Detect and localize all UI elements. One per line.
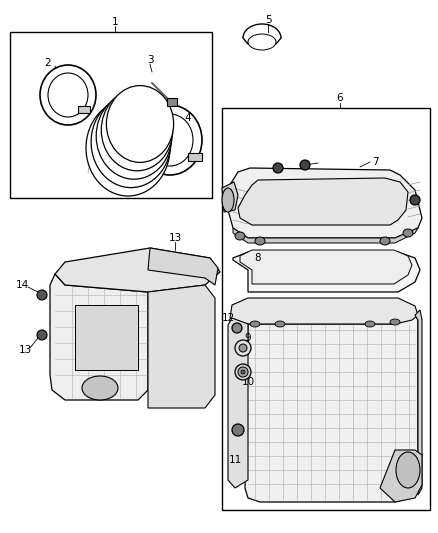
Text: 11: 11 (228, 455, 242, 465)
Polygon shape (233, 228, 418, 243)
Polygon shape (50, 274, 148, 400)
Polygon shape (148, 285, 215, 408)
Bar (78, 106, 90, 113)
Ellipse shape (248, 34, 276, 50)
Ellipse shape (106, 86, 173, 163)
Ellipse shape (239, 344, 247, 352)
Text: 2: 2 (45, 58, 51, 68)
Ellipse shape (37, 290, 47, 300)
Polygon shape (245, 315, 418, 502)
Text: 13: 13 (18, 345, 32, 355)
Bar (222, 108, 430, 510)
Ellipse shape (96, 93, 172, 179)
Text: 4: 4 (185, 113, 191, 123)
Ellipse shape (250, 321, 260, 327)
Ellipse shape (101, 89, 173, 171)
Polygon shape (238, 178, 408, 225)
Ellipse shape (410, 195, 420, 205)
Text: 3: 3 (147, 55, 153, 65)
Polygon shape (228, 318, 248, 488)
Ellipse shape (40, 65, 96, 125)
Polygon shape (240, 250, 412, 284)
Polygon shape (148, 248, 218, 285)
Text: 1: 1 (112, 17, 118, 27)
Text: 7: 7 (372, 157, 378, 167)
Ellipse shape (37, 330, 47, 340)
Polygon shape (240, 250, 412, 284)
Polygon shape (228, 168, 422, 238)
Ellipse shape (91, 96, 171, 188)
Polygon shape (415, 310, 422, 495)
Text: 12: 12 (221, 313, 235, 323)
Ellipse shape (235, 232, 245, 240)
Ellipse shape (222, 188, 234, 212)
Ellipse shape (235, 340, 251, 356)
Ellipse shape (255, 237, 265, 245)
Ellipse shape (138, 105, 202, 175)
Ellipse shape (300, 160, 310, 170)
Ellipse shape (48, 73, 88, 117)
Text: 13: 13 (206, 267, 219, 277)
Bar (10, 32, 212, 198)
Ellipse shape (273, 163, 283, 173)
Text: 13: 13 (168, 233, 182, 243)
Ellipse shape (232, 424, 244, 436)
Text: 14: 14 (15, 280, 28, 290)
Polygon shape (380, 450, 422, 502)
Ellipse shape (390, 319, 400, 325)
Bar (167, 98, 177, 106)
Ellipse shape (380, 237, 390, 245)
Ellipse shape (396, 452, 420, 488)
Polygon shape (233, 252, 420, 292)
Polygon shape (75, 305, 138, 370)
Bar (188, 153, 202, 161)
Ellipse shape (82, 376, 118, 400)
Text: 6: 6 (337, 93, 343, 103)
Ellipse shape (241, 370, 245, 374)
Ellipse shape (275, 321, 285, 327)
Polygon shape (230, 298, 418, 324)
Ellipse shape (365, 321, 375, 327)
Ellipse shape (238, 367, 248, 377)
Text: 5: 5 (265, 15, 271, 25)
Text: 10: 10 (241, 377, 254, 387)
Ellipse shape (403, 229, 413, 237)
Ellipse shape (232, 323, 242, 333)
Text: 8: 8 (254, 253, 261, 263)
Ellipse shape (86, 100, 170, 196)
Polygon shape (222, 182, 238, 212)
Polygon shape (55, 248, 220, 292)
Ellipse shape (147, 114, 193, 166)
Text: 9: 9 (245, 333, 251, 343)
Ellipse shape (235, 364, 251, 380)
